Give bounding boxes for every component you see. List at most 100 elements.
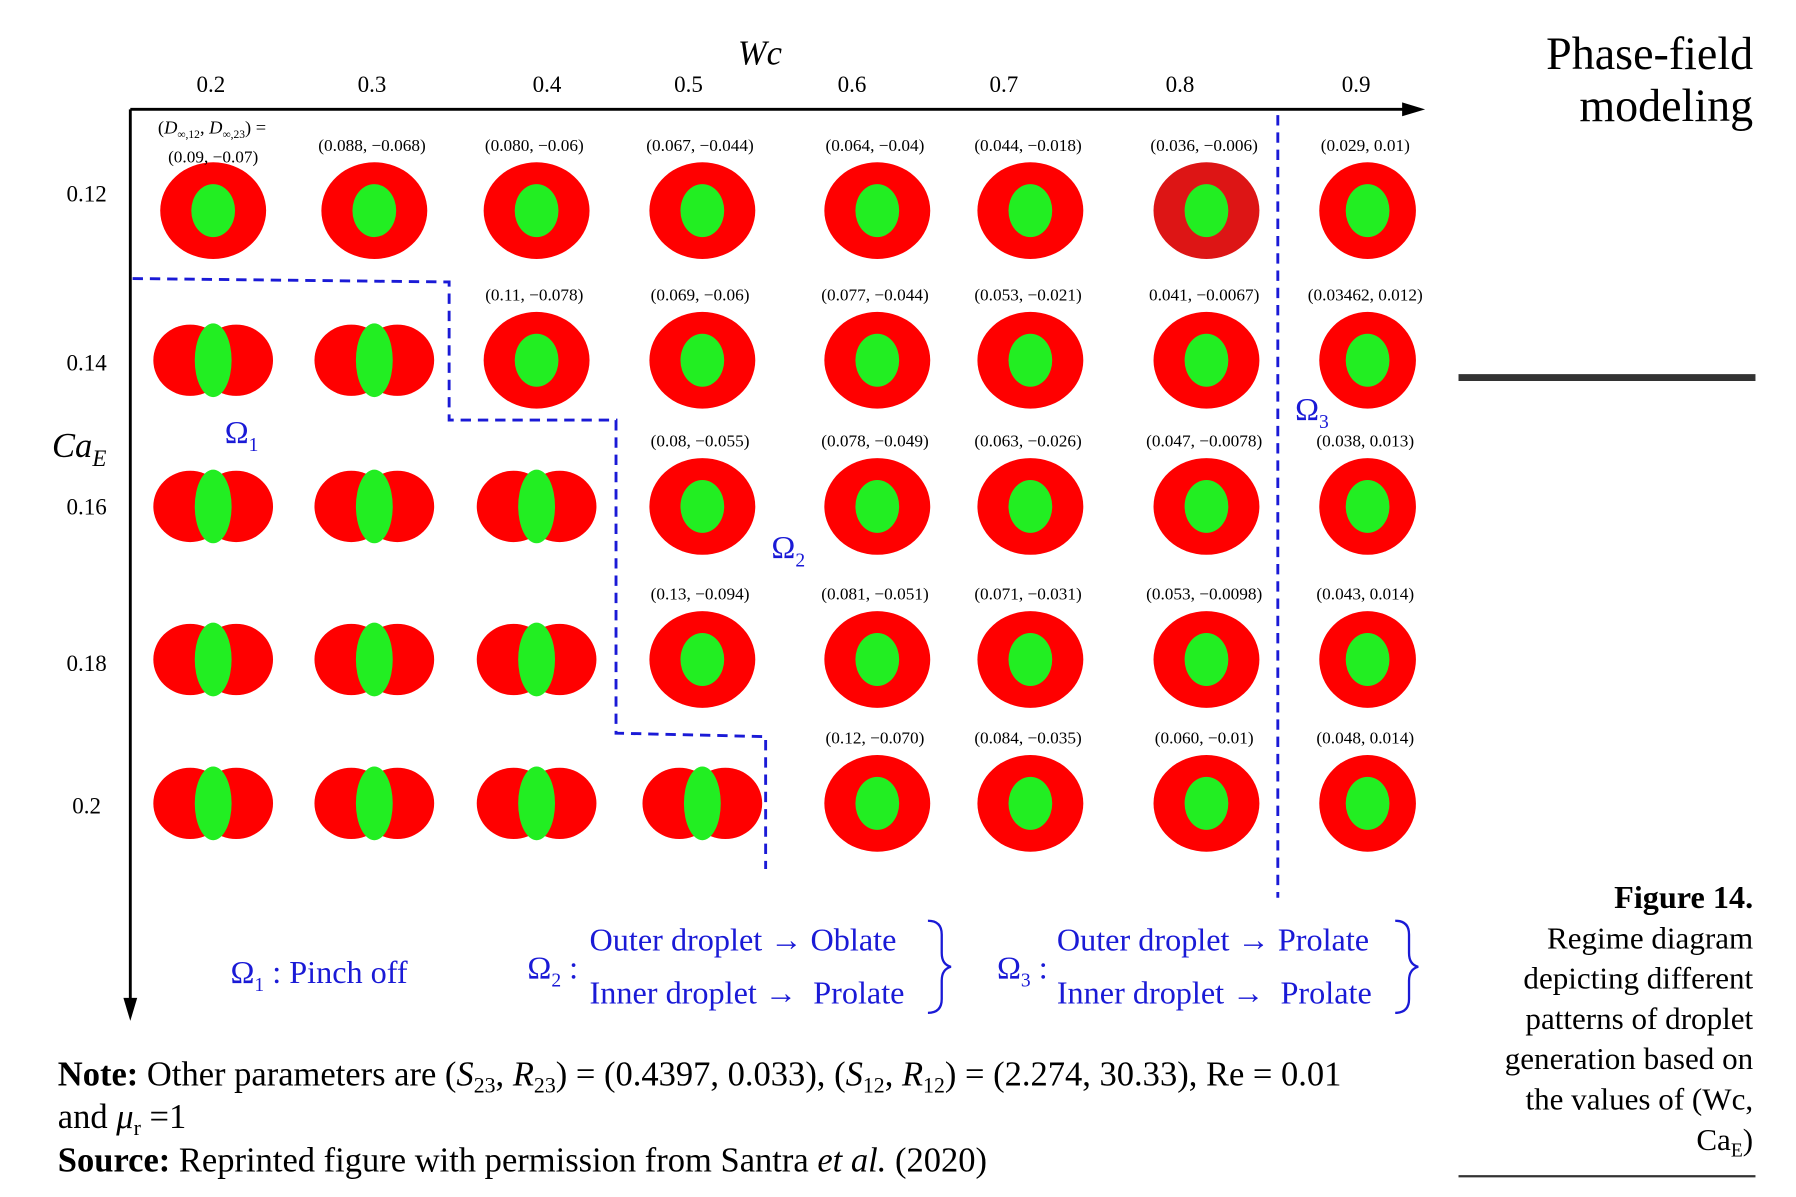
cell-label: (0.053, −0.021) — [974, 285, 1081, 304]
droplet-inner — [514, 333, 559, 387]
legend-entry: Ω1 : Pinch off — [230, 954, 407, 996]
note-part: μ — [115, 1098, 133, 1136]
source-part: et al. — [817, 1142, 886, 1180]
caption-line: patterns of droplet — [1525, 1001, 1753, 1036]
legend-sep: : — [264, 954, 289, 990]
droplet-inner — [680, 184, 725, 238]
droplet-inner — [1345, 479, 1390, 533]
region-label: Ω1 — [225, 414, 259, 456]
note-part: 12 — [863, 1073, 885, 1097]
note-part: r — [134, 1116, 142, 1140]
droplet-inner — [1184, 479, 1229, 533]
note-part: S — [846, 1055, 863, 1093]
droplet-inner — [194, 622, 232, 697]
note-part: 23 — [534, 1073, 556, 1097]
note-part: =1 — [141, 1098, 186, 1136]
legend-entry: Ω3 : — [997, 949, 1048, 991]
droplet-inner — [194, 766, 232, 841]
coeff-part: D — [208, 118, 223, 138]
cell-label: (0.09, −0.07) — [168, 147, 258, 166]
region-symbol: Ω — [225, 414, 249, 450]
cell-label: (0.11, −0.078) — [485, 285, 583, 304]
cell-label: 0.041, −0.0067) — [1149, 285, 1259, 304]
droplet-inner — [1008, 333, 1053, 387]
source: Source: Reprinted figure with permission… — [58, 1142, 987, 1180]
legend-text: Inner droplet → Prolate — [1057, 975, 1372, 1011]
legend-text: Inner droplet → Prolate — [590, 975, 905, 1011]
cell-label: (0.038, 0.013) — [1316, 432, 1414, 451]
x-tick-label: 0.6 — [838, 71, 867, 97]
droplet-inner — [352, 184, 397, 238]
coeff-part: , — [200, 118, 209, 138]
cell-label: (0.047, −0.0078) — [1146, 432, 1262, 451]
x-tick-label: 0.2 — [197, 71, 226, 97]
droplet-inner — [1184, 184, 1229, 238]
cell-label: (0.084, −0.035) — [974, 729, 1081, 748]
coeff-header: (D∞,12, D∞,23) = — [158, 118, 266, 142]
note-part: R — [901, 1055, 923, 1093]
y-axis-label: CaE — [52, 427, 106, 471]
cell-label: (0.036, −0.006) — [1150, 136, 1257, 155]
region-sub: 3 — [1319, 412, 1329, 433]
region-label: Ω3 — [1295, 391, 1329, 433]
droplet-inner — [1184, 333, 1229, 387]
y-label-main: Ca — [52, 427, 92, 465]
cell-label: (0.077, −0.044) — [821, 285, 928, 304]
cells: (0.09, −0.07) (0.088, −0.068) (0.080, −0.0… — [153, 136, 1423, 852]
note-part: R — [512, 1055, 534, 1093]
legend-symbol: Ω — [527, 949, 551, 985]
droplet-inner — [514, 184, 559, 238]
region-label: Ω2 — [771, 529, 805, 571]
y-tick-label: 0.2 — [72, 793, 101, 819]
droplet-inner — [518, 469, 556, 544]
caption-line: CaE) — [1696, 1122, 1753, 1162]
droplet-inner — [680, 333, 725, 387]
droplet-inner — [355, 469, 393, 544]
cell-label: (0.080, −0.06) — [485, 136, 584, 155]
note-part: Note: — [58, 1055, 139, 1093]
legend-sep: : — [561, 949, 578, 985]
y-tick-label: 0.12 — [66, 180, 106, 206]
brace — [1395, 919, 1419, 1014]
legend-sub: 1 — [254, 975, 264, 996]
cell-label: (0.044, −0.018) — [974, 136, 1081, 155]
cell-label: (0.12, −0.070) — [826, 729, 925, 748]
source-part: Reprinted figure with permission from Sa… — [170, 1142, 817, 1180]
droplet-inner — [855, 333, 900, 387]
note-part: ) = (2.274, 30.33), Re = 0.01 — [945, 1055, 1342, 1093]
droplet-inner — [683, 766, 721, 841]
region-sub: 2 — [795, 550, 805, 571]
note-part: ) = (0.4397, 0.033), ( — [556, 1055, 846, 1093]
legend-text: Outer droplet → Oblate — [590, 922, 897, 958]
caption: Regime diagram depicting different pattern… — [1505, 920, 1754, 1161]
droplet-inner — [1008, 633, 1053, 686]
cell-label: (0.063, −0.026) — [974, 432, 1081, 451]
droplet-inner — [1184, 776, 1229, 830]
legend-entry: Ω2 : — [527, 949, 578, 991]
legend-symbol: Ω — [997, 949, 1021, 985]
cell-label: (0.03462, 0.012) — [1308, 285, 1423, 304]
x-axis-label: Wc — [738, 34, 782, 72]
droplet-inner — [855, 184, 900, 238]
cell-label: (0.069, −0.06) — [651, 285, 750, 304]
cell-label: (0.081, −0.051) — [821, 585, 928, 604]
droplet-inner — [518, 622, 556, 697]
caption-label: Figure 14. — [1614, 879, 1753, 915]
cell-label: (0.029, 0.01) — [1321, 136, 1410, 155]
note: Note: Other parameters are (S23, R23) = … — [58, 1055, 1342, 1097]
x-tick-label: 0.7 — [990, 71, 1019, 97]
caption-part: Ca — [1696, 1122, 1731, 1157]
cell-label: (0.078, −0.049) — [821, 432, 928, 451]
legend-text: Pinch off — [289, 954, 408, 990]
x-tick-label: 0.9 — [1342, 71, 1371, 97]
droplet-inner — [1345, 776, 1390, 830]
coeff-part: D — [163, 118, 178, 138]
legend-sub: 3 — [1021, 970, 1031, 991]
cell-label: (0.071, −0.031) — [974, 585, 1081, 604]
droplet-inner — [355, 766, 393, 841]
caption-line: Regime diagram — [1547, 920, 1753, 955]
note-part: S — [456, 1055, 473, 1093]
droplet-inner — [1345, 633, 1390, 686]
source-part: Source: — [58, 1142, 170, 1180]
droplet-inner — [855, 479, 900, 533]
